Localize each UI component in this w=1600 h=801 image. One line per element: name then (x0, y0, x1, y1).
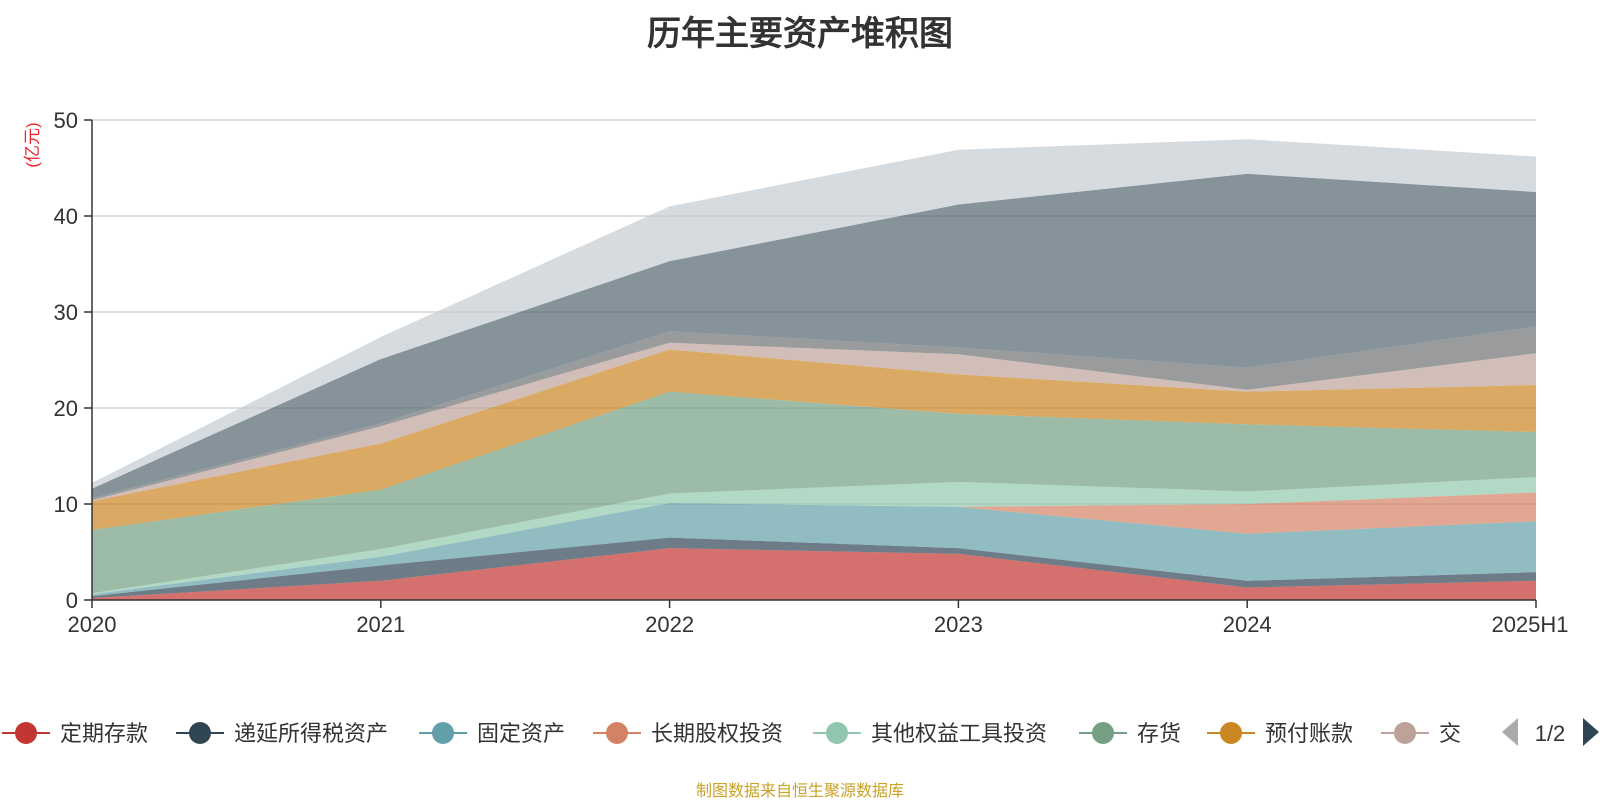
y-tick-label: 50 (54, 108, 78, 133)
x-tick-label: 2020 (68, 612, 117, 637)
area-series-1[interactable] (92, 537, 1536, 599)
area-series-9[interactable] (92, 173, 1536, 499)
legend-item[interactable]: 预付账款 (1207, 722, 1353, 747)
legend-marker-icon (826, 722, 848, 744)
area-layer (92, 139, 1536, 600)
area-series-3[interactable] (92, 492, 1536, 595)
legend-label: 其他权益工具投资 (871, 722, 1047, 747)
legend-item[interactable]: 固定资产 (419, 722, 565, 747)
y-tick-label: 0 (66, 588, 78, 613)
x-tick-label: 2025H1 (1491, 612, 1568, 637)
legend-label: 预付账款 (1265, 722, 1353, 747)
legend-marker-icon (15, 722, 37, 744)
legend-item[interactable]: 定期存款 (2, 722, 148, 747)
area-series-6[interactable] (92, 349, 1536, 530)
area-series-10[interactable] (92, 139, 1536, 489)
legend-marker-icon (606, 722, 628, 744)
y-axis-unit-label: (亿元) (23, 122, 42, 167)
legend-marker-icon (189, 722, 211, 744)
legend-label: 长期股权投资 (651, 722, 783, 747)
area-series-0[interactable] (92, 548, 1536, 600)
legend-item[interactable]: 其他权益工具投资 (813, 722, 1047, 747)
legend-marker-icon (1092, 722, 1114, 744)
legend-item[interactable]: 递延所得税资产 (176, 722, 388, 747)
legend-label: 固定资产 (477, 722, 565, 747)
y-tick-label: 10 (54, 492, 78, 517)
chart-title: 历年主要资产堆积图 (647, 14, 953, 54)
x-tick-label: 2024 (1223, 612, 1272, 637)
y-tick-label: 40 (54, 204, 78, 229)
legend-marker-icon (1394, 722, 1416, 744)
legend-page-indicator: 1/2 (1535, 721, 1566, 746)
legend-label: 交 (1439, 722, 1461, 747)
legend-prev-icon[interactable] (1502, 718, 1518, 746)
area-series-7[interactable] (92, 342, 1536, 502)
legend-label: 定期存款 (60, 722, 148, 747)
legend-pager[interactable]: 1/2 (1502, 718, 1599, 746)
legend: 定期存款 递延所得税资产 固定资产 长期股权投资 其他权益工具投资 存货 预付账款 交 (2, 722, 1461, 747)
axis-layer: 0 10 20 30 40 50 2020 2021 2022 2023 2024 2025H1 (54, 108, 1569, 637)
area-series-2[interactable] (92, 503, 1536, 597)
legend-item[interactable]: 存货 (1079, 722, 1181, 747)
legend-label: 递延所得税资产 (234, 722, 388, 747)
legend-label: 存货 (1137, 722, 1181, 747)
area-series-8[interactable] (92, 326, 1536, 501)
legend-next-icon[interactable] (1583, 718, 1599, 746)
area-series-4[interactable] (92, 477, 1536, 595)
source-note: 制图数据来自恒生聚源数据库 (695, 781, 904, 800)
y-tick-label: 20 (54, 396, 78, 421)
legend-marker-icon (1220, 722, 1242, 744)
legend-item[interactable]: 长期股权投资 (593, 722, 783, 747)
x-tick-label: 2023 (934, 612, 983, 637)
x-tick-label: 2022 (645, 612, 694, 637)
legend-marker-icon (432, 722, 454, 744)
x-tick-label: 2021 (356, 612, 405, 637)
y-tick-label: 30 (54, 300, 78, 325)
area-series-5[interactable] (92, 391, 1536, 594)
legend-item[interactable]: 交 (1381, 722, 1461, 747)
